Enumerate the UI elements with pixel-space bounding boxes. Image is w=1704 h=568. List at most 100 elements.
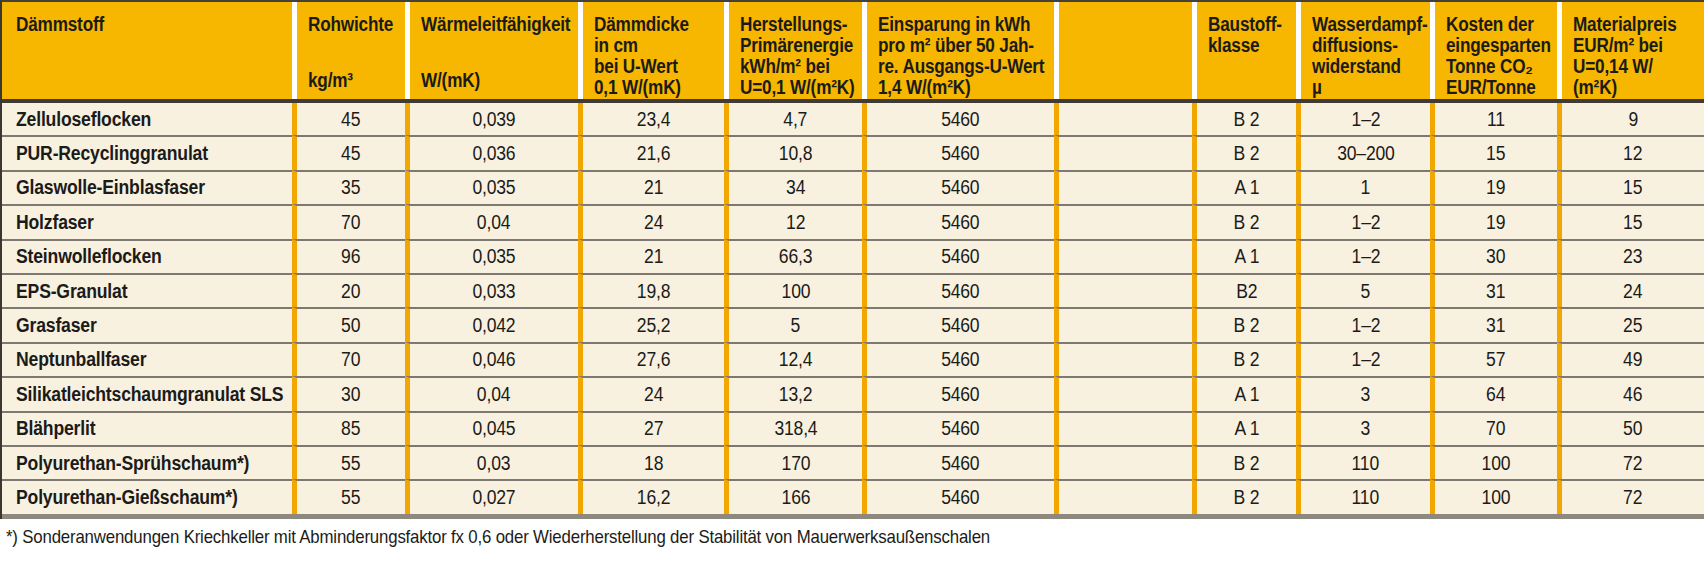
value-cell: 55 bbox=[292, 479, 405, 513]
cell-text: 5460 bbox=[941, 211, 979, 234]
cell-text: 72 bbox=[1623, 486, 1642, 509]
value-cell: 0,046 bbox=[405, 342, 578, 376]
cell-text: 0,027 bbox=[472, 486, 515, 509]
value-cell: 23 bbox=[1557, 239, 1704, 273]
cell-text: Neptunballfaser bbox=[16, 348, 146, 371]
cell-text: 19 bbox=[1486, 176, 1505, 199]
column-header-unit: W/(mK) bbox=[421, 70, 556, 91]
value-cell: 19 bbox=[1430, 204, 1557, 238]
value-cell: B 2 bbox=[1192, 103, 1296, 135]
value-cell: 72 bbox=[1557, 445, 1704, 479]
cell-text: 25,2 bbox=[637, 314, 670, 337]
value-cell: A 1 bbox=[1192, 411, 1296, 445]
value-cell: 0,042 bbox=[405, 307, 578, 341]
cell-text: 19,8 bbox=[637, 280, 670, 303]
value-cell: 18 bbox=[578, 445, 724, 479]
cell-text: 5460 bbox=[941, 176, 979, 199]
table-row: Polyurethan-Gießschaum*)550,02716,216654… bbox=[2, 479, 1704, 513]
cell-text: 1–2 bbox=[1351, 348, 1380, 371]
value-cell: 30 bbox=[1430, 239, 1557, 273]
cell-text: 30–200 bbox=[1337, 142, 1394, 165]
value-cell bbox=[1054, 479, 1192, 513]
cell-text: Polyurethan-Gießschaum*) bbox=[16, 486, 238, 509]
cell-text: Zelluloseflocken bbox=[16, 108, 151, 131]
cell-text: Polyurethan-Sprühschaum*) bbox=[16, 452, 249, 475]
value-cell: 15 bbox=[1557, 204, 1704, 238]
column-header-label: Materialpreis EUR/m² bei U=0,14 W/ (m²K) bbox=[1573, 14, 1685, 98]
cell-text: 5 bbox=[1361, 280, 1371, 303]
value-cell bbox=[1054, 273, 1192, 307]
cell-text: 3 bbox=[1361, 417, 1371, 440]
column-header-label: Einsparung in kWh pro m² über 50 Jah- re… bbox=[878, 14, 1029, 98]
value-cell: 25 bbox=[1557, 307, 1704, 341]
value-cell bbox=[1054, 376, 1192, 410]
value-cell: 0,035 bbox=[405, 170, 578, 204]
value-cell: 50 bbox=[1557, 411, 1704, 445]
value-cell: B 2 bbox=[1192, 445, 1296, 479]
cell-text: 19 bbox=[1486, 211, 1505, 234]
value-cell: 27,6 bbox=[578, 342, 724, 376]
material-name-cell: Steinwolleflocken bbox=[2, 239, 292, 273]
value-cell: 0,039 bbox=[405, 103, 578, 135]
cell-text: 5460 bbox=[941, 383, 979, 406]
cell-text: 23,4 bbox=[637, 108, 670, 131]
cell-text: 45 bbox=[341, 108, 360, 131]
cell-text: 31 bbox=[1486, 280, 1505, 303]
value-cell: 1–2 bbox=[1296, 342, 1430, 376]
value-cell: B 2 bbox=[1192, 479, 1296, 513]
cell-text: Grasfaser bbox=[16, 314, 97, 337]
value-cell: 5460 bbox=[862, 307, 1054, 341]
material-name-cell: Glaswolle-Einblasfaser bbox=[2, 170, 292, 204]
value-cell: 49 bbox=[1557, 342, 1704, 376]
cell-text: 10,8 bbox=[779, 142, 812, 165]
table-body: Zelluloseflocken450,03923,44,75460B 21–2… bbox=[2, 103, 1704, 514]
cell-text: B 2 bbox=[1234, 314, 1260, 337]
column-header-daemmdicke: Dämmdicke in cm bei U-Wert 0,1 W/(mK) bbox=[578, 2, 724, 99]
value-cell: 5460 bbox=[862, 411, 1054, 445]
value-cell: 100 bbox=[1430, 445, 1557, 479]
material-name-cell: Holzfaser bbox=[2, 204, 292, 238]
value-cell: 0,027 bbox=[405, 479, 578, 513]
cell-text: B 2 bbox=[1234, 348, 1260, 371]
value-cell: 0,035 bbox=[405, 239, 578, 273]
cell-text: 1–2 bbox=[1351, 211, 1380, 234]
column-header-label: Kosten der eingesparten Tonne CO₂ EUR/To… bbox=[1446, 14, 1540, 98]
cell-text: 0,045 bbox=[472, 417, 515, 440]
cell-text: A 1 bbox=[1234, 417, 1259, 440]
cell-text: 0,04 bbox=[477, 211, 510, 234]
value-cell: 85 bbox=[292, 411, 405, 445]
value-cell: 30–200 bbox=[1296, 135, 1430, 169]
cell-text: 57 bbox=[1486, 348, 1505, 371]
value-cell: 35 bbox=[292, 170, 405, 204]
material-name-cell: Silikatleichtschaumgranulat SLS bbox=[2, 376, 292, 410]
value-cell: 5460 bbox=[862, 342, 1054, 376]
value-cell: 19,8 bbox=[578, 273, 724, 307]
cell-text: A 1 bbox=[1234, 245, 1259, 268]
cell-text: 0,046 bbox=[472, 348, 515, 371]
value-cell: 13,2 bbox=[724, 376, 862, 410]
insulation-table: Dämmstoff Rohwichtekg/m³ Wärmeleitfähigk… bbox=[0, 0, 1704, 519]
cell-text: 0,033 bbox=[472, 280, 515, 303]
value-cell: 50 bbox=[292, 307, 405, 341]
cell-text: 21,6 bbox=[637, 142, 670, 165]
cell-text: 49 bbox=[1623, 348, 1642, 371]
value-cell: 5460 bbox=[862, 204, 1054, 238]
value-cell: 5460 bbox=[862, 376, 1054, 410]
table-row: Neptunballfaser700,04627,612,45460B 21–2… bbox=[2, 342, 1704, 376]
cell-text: 70 bbox=[341, 348, 360, 371]
column-header-baustoffklasse: Baustoff- klasse bbox=[1192, 2, 1296, 99]
cell-text: 0,04 bbox=[477, 383, 510, 406]
cell-text: 85 bbox=[341, 417, 360, 440]
value-cell: B 2 bbox=[1192, 204, 1296, 238]
table-row: Steinwolleflocken960,0352166,35460A 11–2… bbox=[2, 239, 1704, 273]
value-cell: B 2 bbox=[1192, 342, 1296, 376]
cell-text: 5460 bbox=[941, 245, 979, 268]
value-cell: 5460 bbox=[862, 479, 1054, 513]
value-cell: 72 bbox=[1557, 479, 1704, 513]
cell-text: 4,7 bbox=[784, 108, 808, 131]
value-cell: 1–2 bbox=[1296, 103, 1430, 135]
value-cell: 1 bbox=[1296, 170, 1430, 204]
cell-text: 24 bbox=[644, 383, 663, 406]
value-cell: 170 bbox=[724, 445, 862, 479]
cell-text: 5460 bbox=[941, 486, 979, 509]
